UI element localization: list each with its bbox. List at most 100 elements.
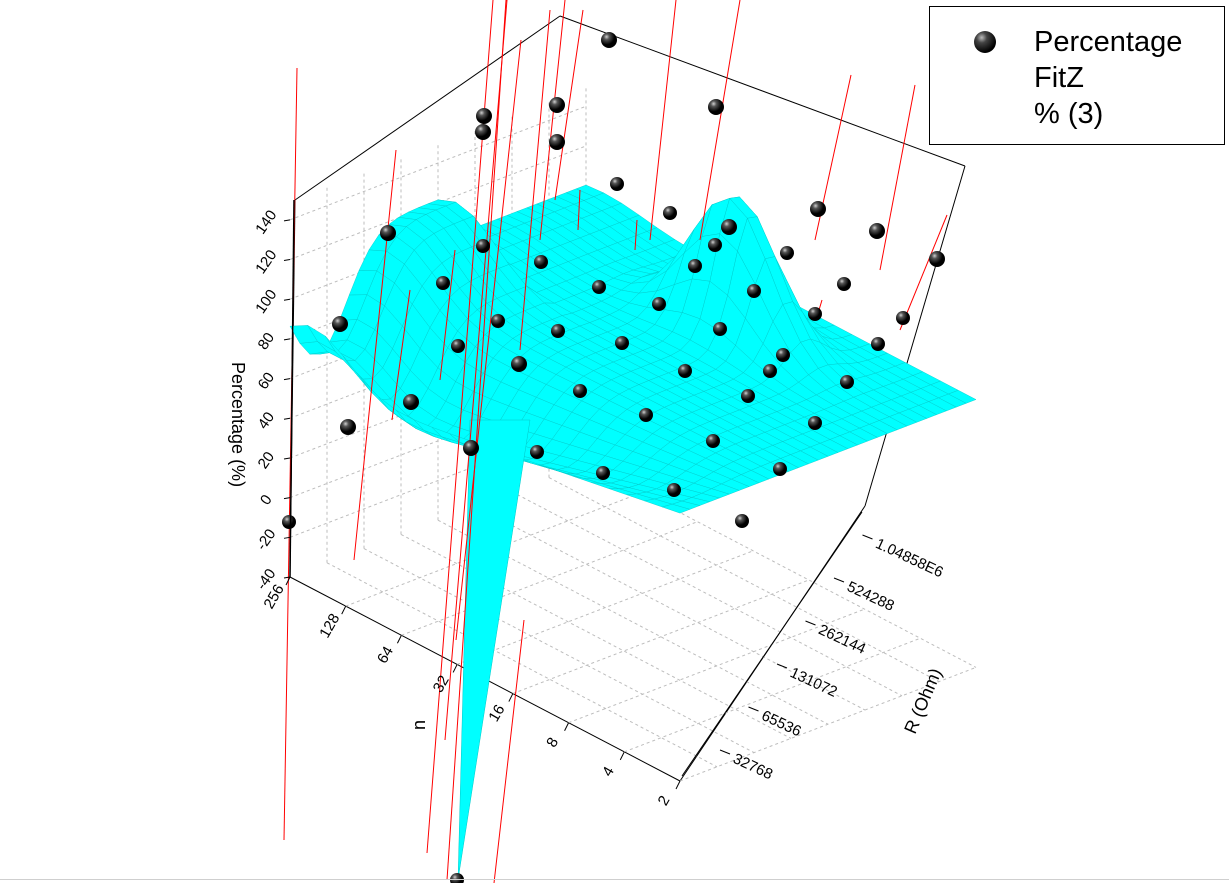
- z-tick-label: 20: [255, 449, 278, 472]
- floor-grid: [326, 462, 977, 782]
- data-point: [476, 108, 492, 124]
- drop-line: [446, 0, 507, 881]
- legend-item-percentage: Percentage: [930, 27, 1224, 57]
- data-point: [688, 259, 702, 273]
- data-point: [475, 124, 491, 140]
- z-tick-label: 0: [257, 492, 276, 509]
- data-point: [403, 394, 419, 410]
- z-tick-label: 40: [255, 409, 278, 432]
- drop-line: [391, 289, 411, 421]
- data-point: [551, 324, 565, 338]
- n-tick-label: 2: [655, 793, 674, 809]
- n-tick-label: 128: [316, 611, 343, 641]
- fit-surface: [289, 184, 977, 881]
- data-point: [810, 201, 826, 217]
- data-point: [436, 276, 450, 290]
- data-point: [808, 416, 822, 430]
- data-point: [708, 99, 724, 115]
- data-point: [340, 419, 356, 435]
- data-point: [871, 337, 885, 351]
- z-axis-title: Percentage (%): [228, 362, 248, 487]
- n-tick-label: 64: [374, 644, 397, 667]
- drop-line: [699, 0, 741, 241]
- drop-line: [444, 0, 508, 741]
- data-point: [652, 297, 666, 311]
- z-tick-label: 80: [255, 330, 278, 353]
- r-tick-label: 32768: [730, 750, 775, 783]
- data-points: [282, 32, 945, 883]
- z-tick-label: -20: [253, 526, 279, 554]
- data-point: [706, 434, 720, 448]
- drop-line: [899, 214, 948, 331]
- drop-line: [519, 9, 551, 351]
- data-point: [534, 255, 548, 269]
- drop-line: [577, 189, 581, 231]
- data-point: [763, 364, 777, 378]
- data-point: [747, 284, 761, 298]
- n-axis-title: n: [409, 720, 429, 730]
- drop-line: [353, 149, 397, 561]
- data-point: [869, 223, 885, 239]
- drop-line: [649, 0, 677, 241]
- drop-line: [283, 67, 298, 841]
- data-point: [773, 462, 787, 476]
- data-point: [463, 440, 479, 456]
- z-tick-label: 60: [255, 369, 278, 392]
- drop-line: [554, 9, 584, 201]
- drop-line: [455, 39, 522, 641]
- n-tick-label: 8: [543, 735, 562, 751]
- data-point: [840, 375, 854, 389]
- drop-line: [426, 0, 494, 854]
- data-point: [592, 280, 606, 294]
- data-point: [667, 483, 681, 497]
- data-point: [491, 314, 505, 328]
- data-point: [780, 246, 794, 260]
- sphere-icon: [974, 31, 996, 53]
- drop-line: [493, 619, 525, 883]
- data-point: [713, 322, 727, 336]
- data-point: [450, 873, 464, 883]
- data-point: [601, 32, 617, 48]
- data-point: [837, 277, 851, 291]
- drop-lines: [283, 0, 948, 883]
- data-point: [639, 408, 653, 422]
- data-point: [735, 514, 749, 528]
- r-tick-label: 65536: [759, 707, 804, 740]
- data-point: [678, 364, 692, 378]
- data-point: [615, 336, 629, 350]
- n-tick-label: 4: [599, 764, 618, 780]
- z-tick-label: 140: [252, 207, 280, 237]
- data-point: [808, 307, 822, 321]
- divider: [0, 879, 1229, 880]
- data-point: [511, 356, 527, 372]
- legend-item-fitz: FitZ: [1034, 62, 1084, 94]
- data-point: [530, 445, 544, 459]
- data-point: [451, 339, 465, 353]
- data-point: [663, 206, 677, 220]
- r-tick-label: 131072: [787, 664, 840, 701]
- drop-line: [634, 219, 638, 251]
- z-tick-label: 120: [252, 247, 280, 277]
- z-tick-label: 100: [252, 287, 280, 317]
- data-point: [332, 316, 348, 332]
- surface-spike: [457, 419, 531, 881]
- data-point: [476, 239, 490, 253]
- data-point: [549, 134, 565, 150]
- data-point: [721, 219, 737, 235]
- data-point: [610, 177, 624, 191]
- data-point: [896, 311, 910, 325]
- data-point: [282, 515, 296, 529]
- n-tick-label: 16: [485, 702, 508, 725]
- r-axis-title: R (Ohm): [900, 665, 945, 736]
- drop-line: [439, 249, 456, 381]
- data-point: [741, 389, 755, 403]
- r-tick-label: 262144: [816, 621, 869, 658]
- n-tick-label: 32: [430, 673, 453, 696]
- legend-item-percent-3: % (3): [1034, 98, 1104, 130]
- r-tick-label: 1.04858E6: [873, 535, 946, 581]
- drop-line: [539, 0, 566, 241]
- data-point: [573, 384, 587, 398]
- r-tick-label: 524288: [844, 578, 897, 615]
